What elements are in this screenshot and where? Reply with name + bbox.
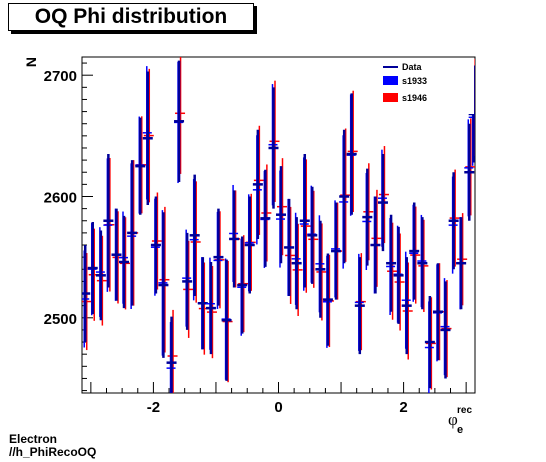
x-tick-label: -2 [147,399,160,416]
x-axis-label: φ [448,410,458,429]
x-axis-label-subscript: e [457,424,463,436]
footer-label-particle: Electron [9,432,58,446]
x-tick-label: 2 [399,399,407,416]
y-tick-label: 2500 [44,311,77,328]
footer-label-histogram: //h_PhiRecoOQ [9,445,97,459]
y-tick-label: 2700 [44,68,77,85]
legend-s1946-label: s1946 [402,93,427,103]
legend-s1933-label: s1933 [402,76,427,86]
legend-s1946-swatch [383,93,398,102]
chart-title: OQ Phi distribution [8,3,254,31]
x-tick-label: 0 [274,399,282,416]
legend-data-label: Data [402,62,423,72]
y-axis-label: N [23,57,39,67]
x-axis-label-superscript: rec [457,405,472,416]
y-tick-label: 2600 [44,189,77,206]
legend: Data s1933 s1946 [378,58,474,114]
legend-s1933-swatch [383,76,398,85]
data-series [82,57,475,393]
